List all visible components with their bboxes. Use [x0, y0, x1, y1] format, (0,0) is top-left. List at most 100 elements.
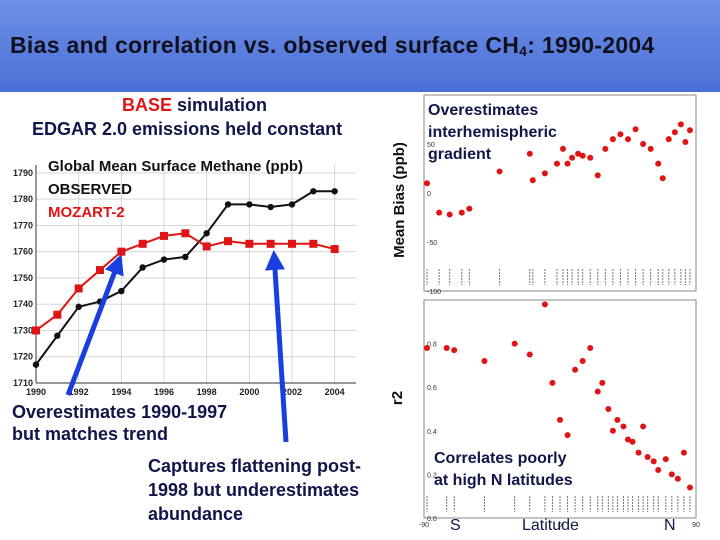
r2-x-ticks: -90 0 90: [419, 522, 700, 529]
scatter-point: [629, 438, 636, 445]
emissions-label: EDGAR 2.0 emissions held constant: [32, 119, 343, 139]
mozart-point: [202, 242, 211, 251]
scatter-point: [594, 388, 601, 395]
mozart-point: [181, 229, 190, 238]
observed-point: [267, 203, 274, 211]
scatter-point: [443, 344, 450, 351]
y-tick-label: 1750: [13, 273, 33, 283]
legend-observed: OBSERVED: [48, 181, 132, 198]
scatter-point: [599, 379, 606, 386]
mozart-point: [330, 245, 339, 254]
mozart-point: [266, 239, 275, 248]
r2-y-ticks: 0.0 0.2 0.4 0.6 0.8: [427, 342, 437, 523]
line-chart-series: [32, 188, 339, 368]
scatter-point: [579, 152, 586, 159]
scatter-point: [635, 449, 642, 456]
mozart-point: [224, 237, 232, 246]
note-flattening-line3: abundance: [148, 504, 244, 524]
scatter-point: [677, 121, 684, 128]
observed-point: [224, 201, 232, 208]
scatter-point: [655, 467, 662, 474]
observed-point: [139, 264, 146, 271]
mozart-point: [32, 326, 40, 335]
scatter-point: [526, 351, 533, 358]
scatter-point: [686, 484, 693, 491]
scatter-point: [436, 209, 443, 216]
scatter-point: [594, 172, 601, 179]
observed-point: [160, 256, 168, 263]
observed-point: [288, 201, 296, 208]
scatter-point: [496, 168, 503, 175]
scatter-point: [602, 145, 609, 152]
y-tick-label: 1770: [13, 220, 33, 230]
r2-y-label: r2: [389, 391, 406, 405]
x-tick-label: 1990: [26, 387, 46, 397]
scatter-point: [549, 379, 556, 386]
observed-point: [203, 230, 210, 237]
note-flattening-line2: 1998 but underestimates: [148, 480, 360, 500]
scatter-point: [617, 131, 624, 138]
simulation-word: simulation: [172, 95, 268, 115]
latitude-south-label: S: [450, 517, 461, 534]
scatter-point: [553, 160, 560, 167]
x-tick-label: 2004: [325, 387, 345, 397]
x-tick-label: 2000: [239, 387, 259, 397]
line-chart-background: [36, 165, 356, 383]
y-tick-label: 1760: [13, 247, 33, 257]
scatter-y-tick-label: -50: [427, 240, 437, 247]
scatter-point: [572, 366, 579, 373]
scatter-point: [579, 358, 586, 365]
scatter-y-tick-label: 0: [427, 191, 431, 198]
scatter-y-tick-label: 0.0: [427, 516, 437, 523]
scatter-point: [609, 427, 616, 434]
scatter-point: [640, 141, 647, 147]
scatter-point: [557, 416, 563, 423]
r2-panel-frame: [423, 299, 697, 519]
note-gradient-line2: interhemispheric: [428, 124, 557, 141]
mozart-point: [117, 247, 126, 256]
scatter-x-tick-label: 90: [692, 522, 700, 529]
scatter-y-tick-label: 0.8: [427, 342, 437, 349]
x-tick-label: 1992: [69, 387, 89, 397]
observed-point: [118, 287, 125, 295]
latitude-north-label: N: [664, 517, 676, 534]
x-tick-label: 1996: [154, 387, 174, 397]
y-tick-label: 1790: [13, 168, 33, 178]
scatter-point: [662, 456, 669, 463]
scatter-point: [458, 209, 465, 216]
note-overestimates-line1: Overestimates 1990-1997: [12, 402, 228, 422]
observed-point: [182, 253, 189, 261]
scatter-point: [569, 154, 576, 161]
note-gradient-line1: Overestimates: [428, 102, 539, 119]
scatter-point: [682, 139, 689, 146]
scatter-point: [640, 423, 647, 430]
scatter-point: [686, 127, 693, 134]
simulation-base: BASE: [122, 95, 173, 115]
y-tick-label: 1710: [13, 378, 33, 388]
scatter-point: [668, 471, 675, 478]
scatter-point: [451, 347, 458, 354]
scatter-point: [614, 416, 621, 423]
scatter-point: [620, 423, 627, 430]
observed-point: [54, 332, 61, 339]
line-chart-x-ticks: 1990 1992 1994 1996 1998 2000 2002 2004: [26, 387, 345, 397]
title-main: Bias and correlation vs. observed surfac…: [10, 32, 520, 58]
line-chart-title: Global Mean Surface Methane (ppb): [48, 158, 303, 175]
scatter-point: [481, 358, 488, 365]
scatter-point: [526, 150, 533, 157]
r2-station-labels: [426, 496, 691, 512]
scatter-point: [625, 136, 631, 143]
scatter-point: [605, 406, 612, 412]
scatter-y-tick-label: 0.2: [427, 472, 437, 479]
scatter-y-tick-label: 0.4: [427, 429, 437, 436]
scatter-x-tick-label: -90: [419, 522, 429, 529]
scatter-point: [655, 160, 662, 167]
observed-point: [331, 188, 338, 195]
note-correlates-line2: at high N latitudes: [434, 472, 573, 489]
note-correlates-line1: Correlates poorly: [434, 450, 567, 467]
x-tick-label: 2002: [282, 387, 302, 397]
scatter-point: [647, 145, 654, 152]
scatter-point: [575, 150, 582, 157]
scatter-point: [609, 136, 616, 143]
